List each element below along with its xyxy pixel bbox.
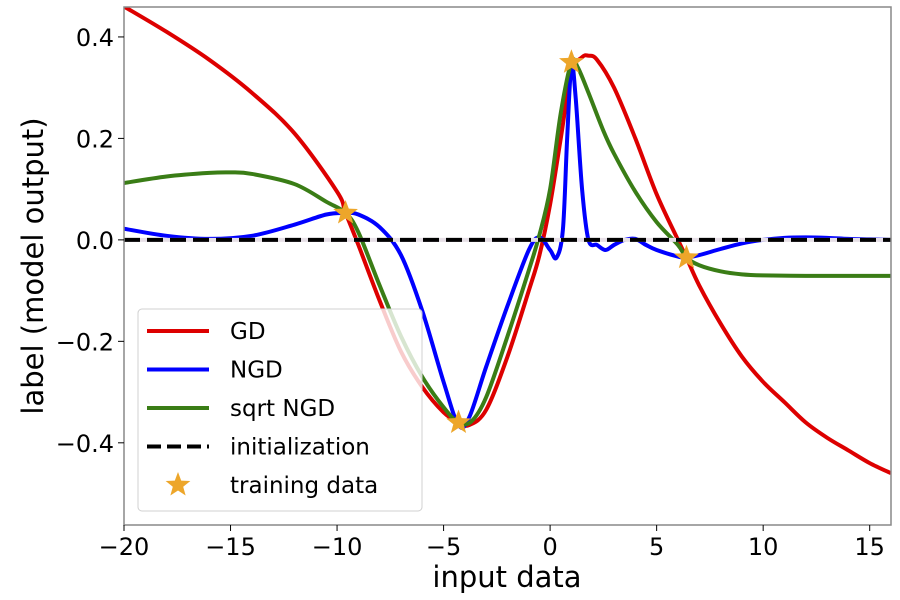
training-data-point — [446, 409, 471, 434]
markers-layer — [333, 49, 699, 434]
x-tick-label: 15 — [854, 533, 885, 561]
legend-star-icon — [165, 472, 191, 496]
legend-label: training data — [230, 473, 378, 499]
x-tick-label: −15 — [205, 533, 256, 561]
x-tick-label: −5 — [426, 533, 461, 561]
axes-frame — [123, 6, 892, 526]
legend-entry-sqrt-ngd: sqrt NGD — [147, 396, 335, 422]
training-data-point — [333, 199, 358, 224]
legend-label: NGD — [230, 358, 283, 384]
x-tick-label: 5 — [649, 533, 664, 561]
legend: GD NGD sqrt NGD initialization training data — [137, 308, 423, 512]
axes-layer: −20 −15 −10 −5 0 5 10 15 −0.4 −0.2 0.0 0.2 0.4 — [56, 6, 892, 561]
series-line-sqrt-ngd — [124, 57, 891, 427]
y-tick-label: 0.0 — [76, 227, 114, 255]
training-data-point — [559, 49, 584, 73]
legend-label: sqrt NGD — [230, 396, 335, 422]
legend-entry-gd: GD — [147, 319, 266, 345]
y-tick-label: −0.2 — [56, 328, 114, 356]
y-tick-label: 0.4 — [76, 24, 114, 52]
legend-entry-initialization: initialization — [147, 435, 370, 461]
y-axis-label: label (model output) — [16, 117, 50, 414]
legend-label: initialization — [230, 435, 370, 461]
series-layer — [124, 7, 891, 476]
training-data-point — [674, 244, 699, 269]
legend-entry-training-data: training data — [165, 472, 378, 499]
x-tick-label: 10 — [748, 533, 779, 561]
x-tick-label: 0 — [542, 533, 557, 561]
y-tick-label: −0.4 — [56, 430, 114, 458]
y-tick-label: 0.2 — [76, 125, 114, 153]
legend-label: GD — [230, 319, 266, 345]
x-tick-label: −10 — [312, 533, 363, 561]
legend-box — [137, 308, 423, 512]
legend-entry-ngd: NGD — [147, 358, 283, 384]
x-tick-label: −20 — [99, 533, 150, 561]
x-axis-label: input data — [432, 560, 581, 594]
